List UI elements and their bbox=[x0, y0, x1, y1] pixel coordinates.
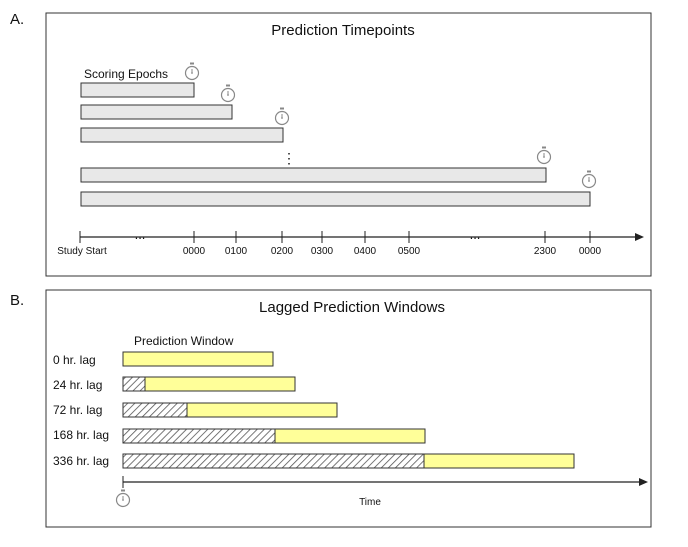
panel-b-label: B. bbox=[10, 292, 24, 309]
tick-label: 0100 bbox=[225, 246, 248, 257]
vertical-ellipsis: ⋮ bbox=[282, 150, 296, 166]
prediction-window-bar bbox=[186, 402, 338, 418]
tick-label: 0500 bbox=[398, 246, 421, 257]
panel-a-label: A. bbox=[10, 11, 24, 28]
panel-a-title: Prediction Timepoints bbox=[271, 22, 414, 39]
tick-label: 0200 bbox=[271, 246, 294, 257]
lag-row-label: 336 hr. lag bbox=[53, 454, 109, 468]
scoring-epochs-label: Scoring Epochs bbox=[84, 67, 168, 81]
tick-label: 0000 bbox=[183, 246, 206, 257]
lag-hatched-bar bbox=[122, 428, 276, 444]
time-axis-label: Time bbox=[359, 497, 381, 508]
tick-label: 0300 bbox=[311, 246, 334, 257]
prediction-window-bar bbox=[274, 428, 426, 444]
lag-hatched-bar bbox=[122, 376, 146, 392]
epoch-bar bbox=[80, 167, 547, 183]
panel-b-title: Lagged Prediction Windows bbox=[259, 299, 445, 316]
axis-ellipsis: ... bbox=[470, 227, 481, 242]
tick-label: 0400 bbox=[354, 246, 377, 257]
prediction-window-bar bbox=[144, 376, 296, 392]
axis-ellipsis: ... bbox=[135, 227, 146, 242]
epoch-bar bbox=[80, 191, 591, 207]
lag-row-label: 24 hr. lag bbox=[53, 378, 102, 392]
epoch-bar bbox=[80, 104, 233, 120]
prediction-window-bar bbox=[423, 453, 575, 469]
epoch-bar bbox=[80, 127, 284, 143]
epoch-bar bbox=[80, 82, 195, 98]
tick-label: 2300 bbox=[534, 246, 557, 257]
lag-hatched-bar bbox=[122, 402, 188, 418]
lag-row-label: 72 hr. lag bbox=[53, 403, 102, 417]
epoch-bars bbox=[80, 82, 591, 207]
lag-hatched-bar bbox=[122, 453, 425, 469]
lag-row-label: 168 hr. lag bbox=[53, 428, 109, 442]
prediction-window-label: Prediction Window bbox=[134, 334, 234, 348]
panel-a-frame bbox=[45, 12, 652, 277]
panel-a-time-axis bbox=[79, 231, 644, 243]
tick-label: 0000 bbox=[579, 246, 602, 257]
panel-b-time-axis bbox=[122, 476, 648, 488]
tick-label: Study Start bbox=[57, 246, 107, 257]
lag-row-label: 0 hr. lag bbox=[53, 353, 96, 367]
prediction-window-bar bbox=[122, 351, 274, 367]
